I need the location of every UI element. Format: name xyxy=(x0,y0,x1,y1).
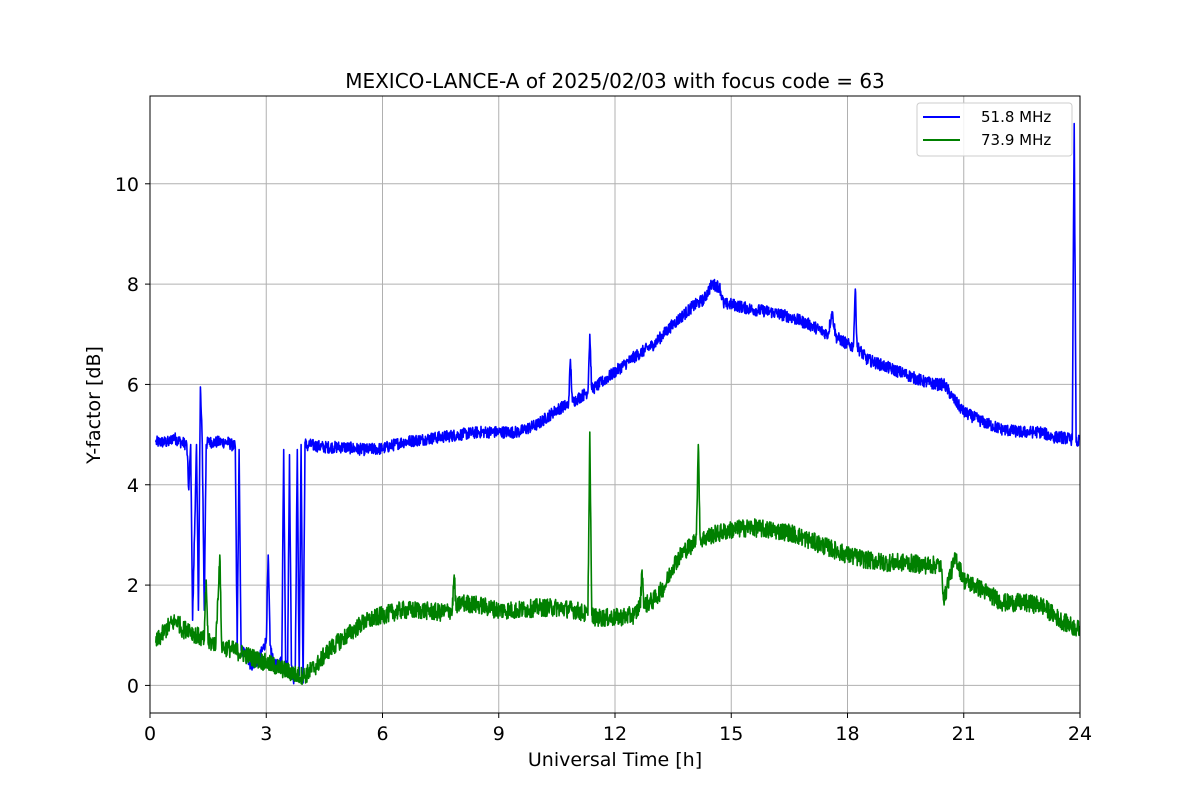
legend-label-73-9: 73.9 MHz xyxy=(981,131,1051,149)
legend: 51.8 MHz 73.9 MHz xyxy=(916,102,1073,157)
x-tick-label: 21 xyxy=(952,723,976,745)
x-tick-label: 0 xyxy=(144,723,156,745)
y-tick-label: 4 xyxy=(127,475,139,497)
x-tick-label: 24 xyxy=(1068,723,1092,745)
x-tick-label: 15 xyxy=(719,723,743,745)
x-tick-label: 6 xyxy=(376,723,388,745)
y-tick-label: 8 xyxy=(127,274,139,296)
legend-label-51-8: 51.8 MHz xyxy=(981,108,1051,126)
y-tick-label: 10 xyxy=(115,174,139,196)
series-layer xyxy=(155,122,1080,686)
x-axis-label: Universal Time [h] xyxy=(528,749,702,771)
x-tick-label: 12 xyxy=(603,723,627,745)
y-tick-label: 0 xyxy=(127,675,139,697)
series-line-73-9-mhz xyxy=(155,431,1080,686)
chart-title: MEXICO-LANCE-A of 2025/02/03 with focus … xyxy=(345,69,885,93)
x-tick-label: 9 xyxy=(493,723,505,745)
y-axis-label: Y-factor [dB] xyxy=(83,346,105,465)
series-line-51-8-mhz xyxy=(155,122,1080,685)
x-tick-label: 3 xyxy=(260,723,272,745)
y-tick-label: 6 xyxy=(127,374,139,396)
y-tick-label: 2 xyxy=(127,575,139,597)
x-tick-label: 18 xyxy=(835,723,859,745)
